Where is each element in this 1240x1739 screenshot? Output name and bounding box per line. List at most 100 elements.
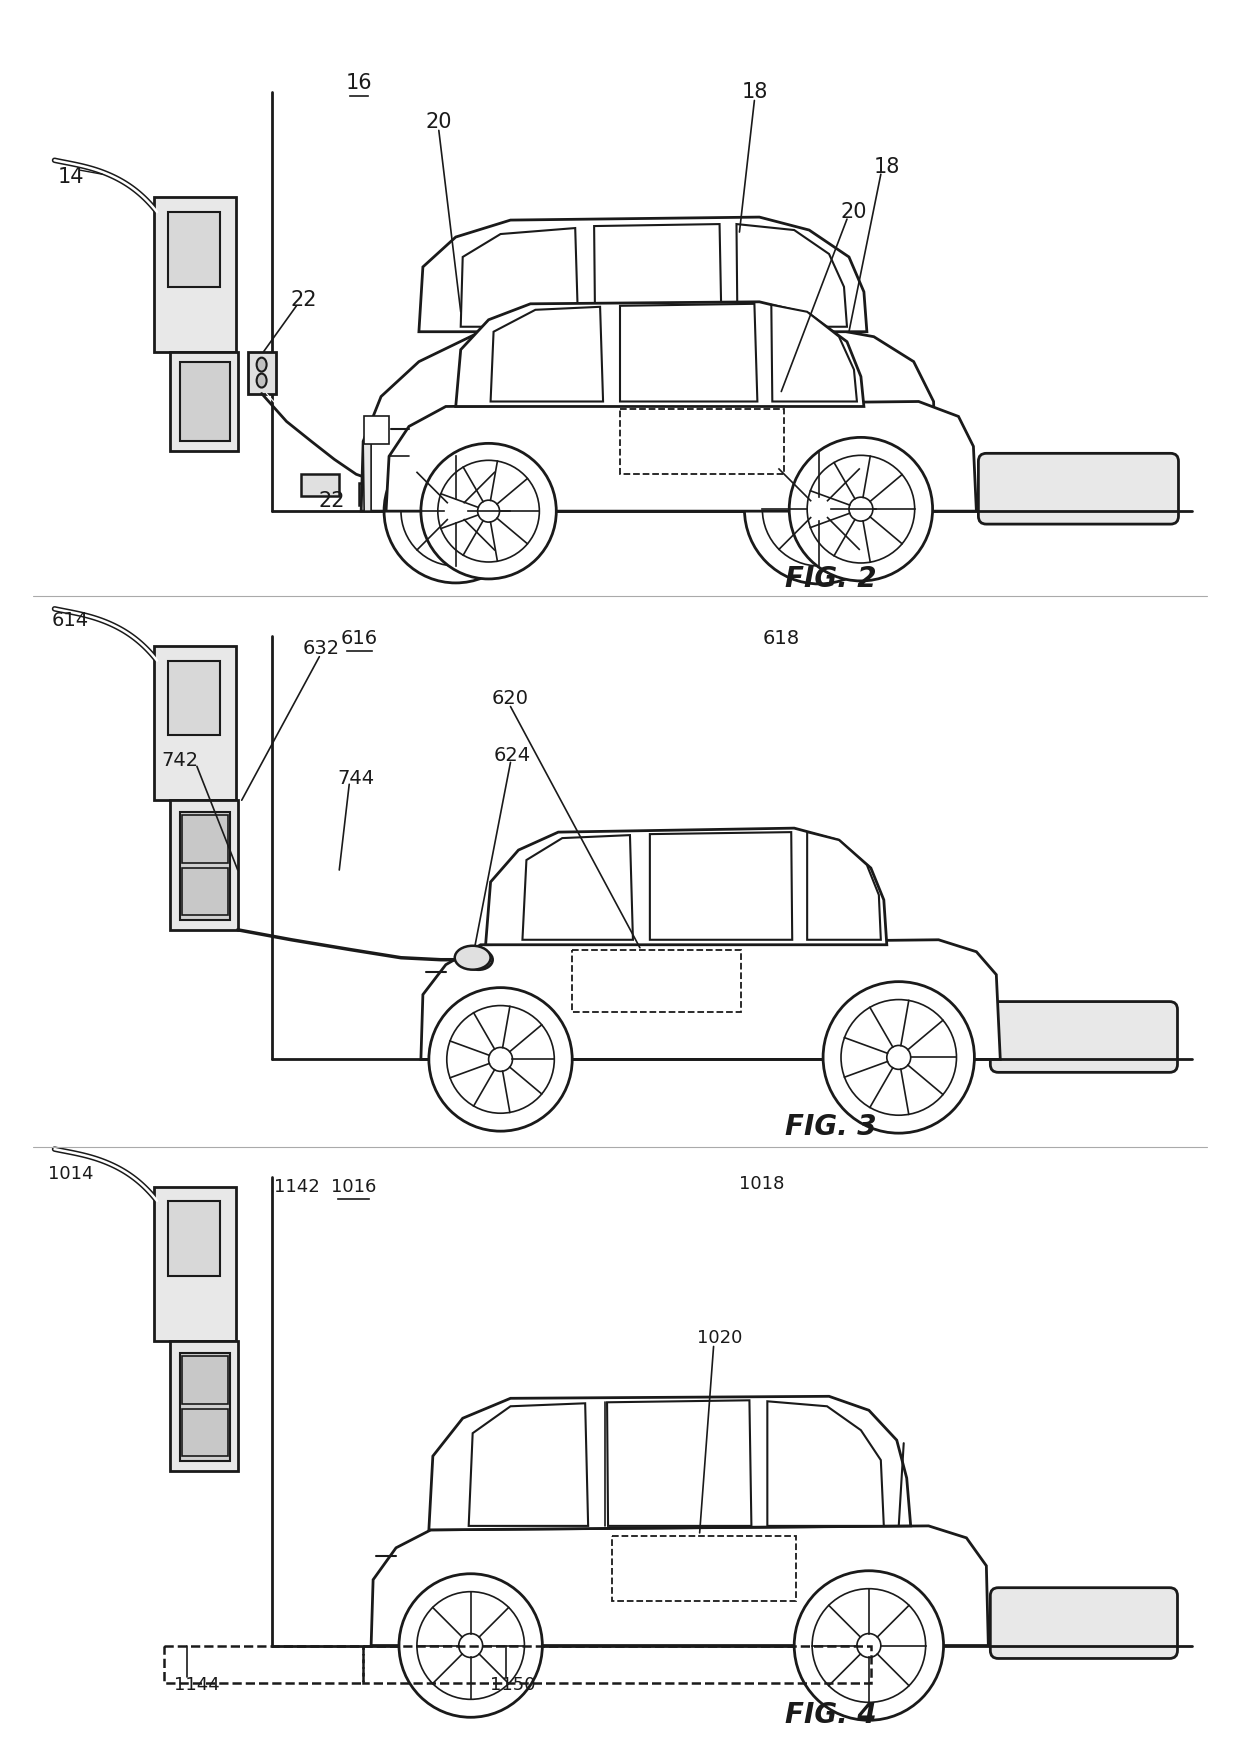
- Bar: [572, 949, 742, 1012]
- Ellipse shape: [887, 1045, 910, 1069]
- Ellipse shape: [849, 497, 873, 522]
- Text: 16: 16: [346, 73, 372, 92]
- Polygon shape: [650, 833, 792, 939]
- Ellipse shape: [841, 1000, 956, 1115]
- Text: 742: 742: [161, 751, 198, 770]
- Text: FIG. 4: FIG. 4: [785, 1701, 877, 1729]
- Text: 18: 18: [742, 82, 768, 103]
- Text: 20: 20: [841, 202, 867, 223]
- Bar: [182, 816, 228, 863]
- Bar: [180, 362, 229, 442]
- Polygon shape: [807, 833, 880, 939]
- Ellipse shape: [455, 946, 491, 970]
- Ellipse shape: [477, 501, 500, 522]
- Ellipse shape: [794, 1570, 944, 1720]
- Bar: [182, 1356, 228, 1405]
- Polygon shape: [456, 303, 864, 407]
- Text: 22: 22: [317, 490, 345, 511]
- Ellipse shape: [465, 949, 492, 970]
- Polygon shape: [461, 228, 578, 327]
- Ellipse shape: [429, 988, 572, 1130]
- Bar: [182, 1409, 228, 1456]
- Bar: [164, 1645, 363, 1683]
- Bar: [301, 475, 340, 496]
- Bar: [620, 409, 784, 475]
- Bar: [169, 212, 219, 287]
- Text: 1142: 1142: [274, 1177, 320, 1196]
- Polygon shape: [363, 442, 371, 511]
- Bar: [154, 197, 236, 351]
- Bar: [154, 1188, 236, 1341]
- Text: 620: 620: [492, 689, 529, 708]
- Polygon shape: [420, 939, 1001, 1059]
- Polygon shape: [371, 1525, 988, 1645]
- Ellipse shape: [401, 456, 511, 565]
- Ellipse shape: [417, 1591, 525, 1699]
- Bar: [363, 1645, 870, 1683]
- Polygon shape: [469, 1403, 588, 1525]
- Ellipse shape: [489, 1047, 512, 1071]
- Text: 14: 14: [57, 167, 84, 188]
- Ellipse shape: [384, 440, 527, 583]
- Text: 624: 624: [494, 746, 531, 765]
- Bar: [365, 416, 389, 445]
- Text: 1014: 1014: [47, 1165, 93, 1183]
- Ellipse shape: [789, 438, 932, 581]
- Ellipse shape: [857, 1633, 880, 1657]
- Ellipse shape: [807, 456, 915, 563]
- Text: 632: 632: [303, 640, 340, 657]
- Bar: [169, 661, 219, 736]
- FancyBboxPatch shape: [991, 1588, 1178, 1659]
- Ellipse shape: [459, 1633, 482, 1657]
- Bar: [248, 351, 275, 393]
- Polygon shape: [737, 224, 847, 327]
- Ellipse shape: [744, 435, 894, 584]
- Ellipse shape: [812, 1589, 925, 1702]
- Text: 1144: 1144: [174, 1676, 219, 1694]
- Text: 1018: 1018: [739, 1176, 784, 1193]
- Bar: [170, 800, 238, 930]
- Text: 744: 744: [337, 769, 374, 788]
- Text: 20: 20: [425, 113, 453, 132]
- Polygon shape: [768, 1402, 884, 1525]
- Bar: [154, 645, 236, 800]
- Bar: [182, 868, 228, 915]
- Polygon shape: [620, 304, 758, 402]
- Text: 1150: 1150: [490, 1676, 536, 1694]
- Ellipse shape: [444, 499, 467, 523]
- Polygon shape: [522, 835, 632, 939]
- Polygon shape: [419, 217, 867, 332]
- Ellipse shape: [823, 981, 975, 1134]
- Text: FIG. 3: FIG. 3: [785, 1113, 877, 1141]
- Text: 614: 614: [52, 612, 89, 630]
- Polygon shape: [608, 1400, 751, 1525]
- Polygon shape: [771, 304, 857, 402]
- Ellipse shape: [763, 452, 875, 565]
- Text: 618: 618: [763, 630, 800, 649]
- Text: FIG. 2: FIG. 2: [785, 565, 877, 593]
- Bar: [169, 1202, 219, 1276]
- Ellipse shape: [438, 461, 539, 562]
- Bar: [360, 483, 397, 504]
- Ellipse shape: [399, 1574, 542, 1718]
- Text: 1020: 1020: [697, 1330, 743, 1348]
- Ellipse shape: [420, 443, 557, 579]
- Polygon shape: [594, 224, 722, 327]
- FancyBboxPatch shape: [978, 454, 1178, 523]
- Bar: [170, 351, 238, 452]
- Polygon shape: [491, 306, 603, 402]
- Bar: [170, 1341, 238, 1471]
- Text: 616: 616: [341, 630, 378, 649]
- Polygon shape: [361, 327, 936, 511]
- Bar: [180, 1353, 229, 1461]
- Polygon shape: [386, 402, 976, 511]
- Text: 22: 22: [290, 290, 316, 310]
- Ellipse shape: [446, 1005, 554, 1113]
- Ellipse shape: [257, 374, 267, 388]
- Ellipse shape: [257, 358, 267, 372]
- Text: 18: 18: [874, 157, 900, 177]
- Bar: [180, 812, 229, 920]
- FancyBboxPatch shape: [991, 1002, 1178, 1073]
- Bar: [613, 1536, 796, 1600]
- Polygon shape: [429, 1396, 910, 1530]
